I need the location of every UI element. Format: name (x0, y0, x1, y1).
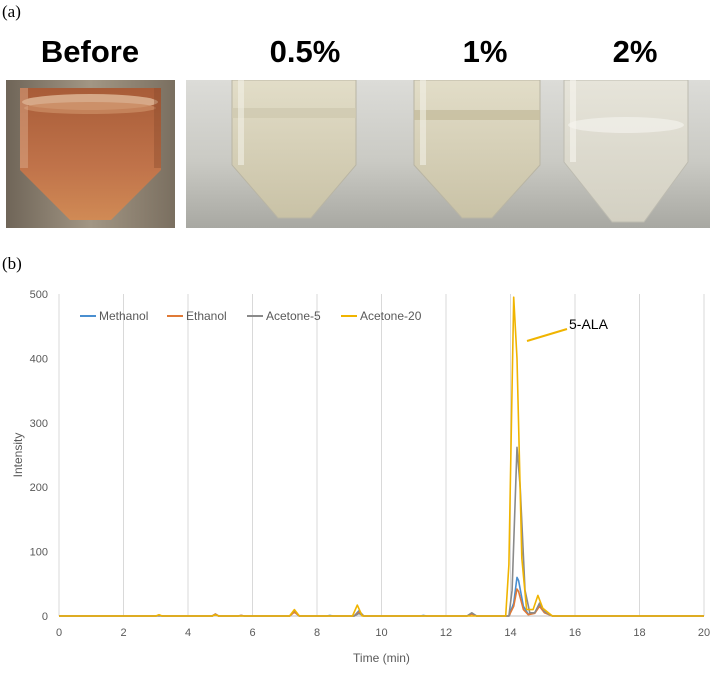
y-tick-label: 500 (30, 289, 48, 301)
y-axis-label: Intensity (11, 433, 25, 478)
legend: Methanol Ethanol Acetone-5 Acetone-20 (80, 309, 422, 323)
y-tick-label: 300 (30, 418, 48, 430)
x-tick-label: 20 (698, 627, 710, 639)
x-axis-label: Time (min) (353, 651, 410, 665)
vial-before-image (6, 80, 175, 228)
legend-label: Acetone-20 (360, 309, 422, 323)
legend-label: Methanol (99, 309, 148, 323)
photo-treated (186, 80, 710, 228)
label-2-percent: 2% (612, 34, 658, 69)
grid-lines (58, 294, 705, 616)
x-tick-label: 0 (56, 627, 62, 639)
x-tick-label: 8 (314, 627, 320, 639)
x-tick-label: 10 (375, 627, 387, 639)
y-tick-label: 0 (42, 611, 48, 623)
x-tick-label: 12 (440, 627, 452, 639)
panel-b-tag: (b) (2, 254, 22, 273)
x-tick-label: 6 (249, 627, 255, 639)
photo-before (6, 80, 175, 228)
x-tick-label: 14 (504, 627, 516, 639)
y-tick-label: 400 (30, 353, 48, 365)
vials-treated-image (186, 80, 710, 228)
series-lines (59, 296, 704, 617)
label-before: Before (40, 34, 140, 69)
label-0-5-percent: 0.5% (269, 34, 341, 69)
x-tick-label: 16 (569, 627, 581, 639)
x-tick-label: 18 (633, 627, 645, 639)
legend-label: Acetone-5 (266, 309, 321, 323)
label-1-percent: 1% (462, 34, 508, 69)
legend-label: Ethanol (186, 309, 227, 323)
x-tick-label: 4 (185, 627, 191, 639)
y-tick-label: 200 (30, 482, 48, 494)
series-line-acetone-20 (59, 296, 704, 617)
annotation-pointer (526, 328, 568, 342)
panel-a-tag: (a) (2, 2, 21, 21)
y-tick-label: 100 (30, 547, 48, 559)
annotation-label: 5-ALA (569, 316, 609, 332)
x-tick-label: 2 (120, 627, 126, 639)
annotation-layer: 5-ALA (526, 316, 609, 342)
